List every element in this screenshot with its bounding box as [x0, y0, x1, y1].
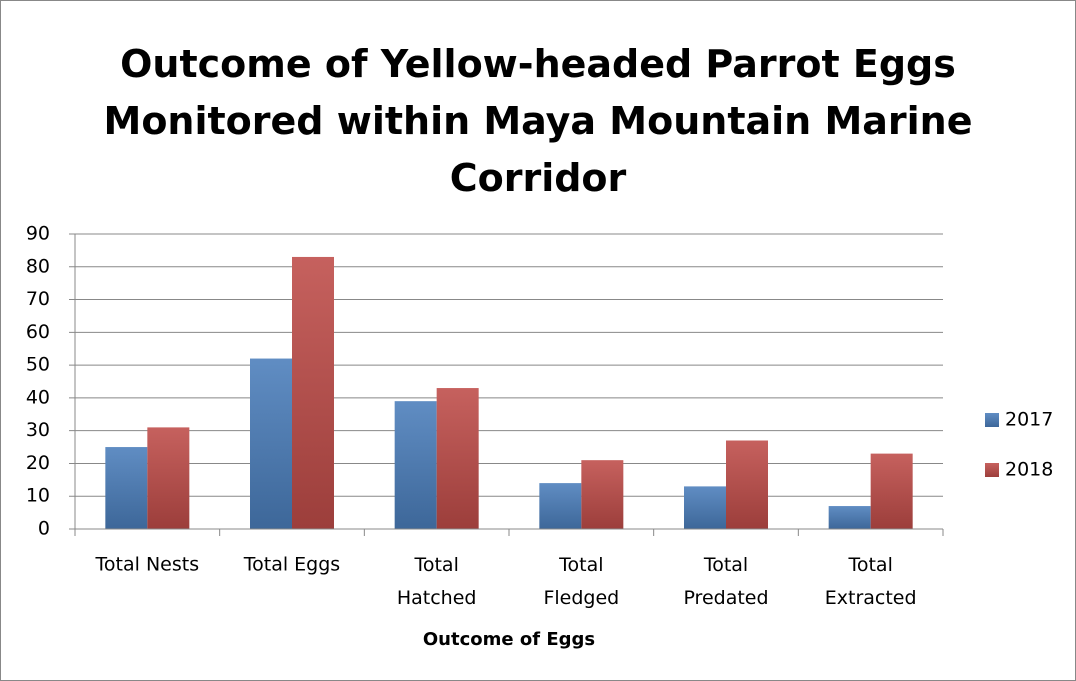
x-axis-title: Outcome of Eggs — [423, 629, 595, 650]
y-tick-label: 60 — [26, 321, 50, 343]
bar — [147, 427, 190, 529]
y-tick-label: 10 — [26, 485, 50, 507]
y-tick-label: 90 — [26, 223, 50, 245]
bar — [870, 453, 913, 529]
chart-title: Outcome of Yellow-headed Parrot Eggs Mon… — [103, 42, 973, 200]
bar — [394, 401, 437, 529]
y-tick-label: 0 — [38, 518, 50, 540]
y-tick-label: 30 — [26, 419, 50, 441]
y-tick-label: 50 — [26, 354, 50, 376]
x-tick-label: Total Extracted — [825, 554, 917, 609]
bar — [436, 388, 479, 529]
x-tick-label: Total Eggs — [243, 554, 340, 576]
x-tick-label: Total Nests — [95, 554, 200, 576]
bar — [539, 483, 582, 529]
bar — [828, 506, 871, 529]
y-tick-label: 80 — [26, 255, 50, 277]
y-tick-label: 20 — [26, 452, 50, 474]
y-tick-label: 40 — [26, 386, 50, 408]
x-tick-label: Total Hatched — [397, 554, 477, 609]
legend-label: 2018 — [1005, 459, 1053, 481]
bar — [105, 447, 148, 529]
y-tick-label: 70 — [26, 288, 50, 310]
bar — [684, 486, 726, 529]
bar — [250, 358, 292, 529]
bar — [726, 440, 768, 529]
legend-swatch — [985, 463, 999, 477]
x-tick-label: Total Fledged — [543, 554, 619, 609]
bar — [292, 256, 334, 529]
legend-label: 2017 — [1005, 409, 1053, 431]
x-tick-label: Total Predated — [683, 554, 768, 609]
legend-swatch — [985, 413, 999, 427]
bar — [581, 460, 624, 529]
